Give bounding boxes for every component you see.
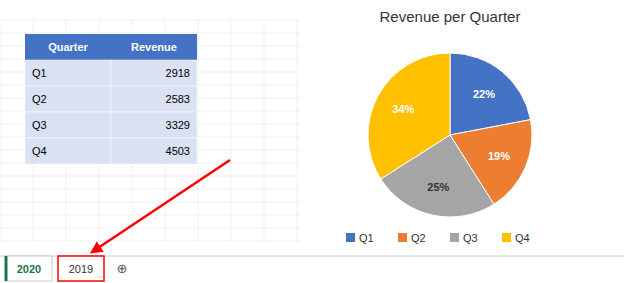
table-category: Q1 <box>32 67 47 79</box>
sheet-grid-line <box>198 20 199 241</box>
table-value: 2918 <box>166 67 190 79</box>
legend-label: Q1 <box>359 232 374 244</box>
data-label: 19% <box>488 150 510 162</box>
sheet-grid-line <box>264 20 265 241</box>
legend-swatch <box>450 233 459 242</box>
sheet-grid-line <box>0 228 300 229</box>
legend-item: Q1 <box>346 232 374 244</box>
sheet-grid-line <box>231 20 232 241</box>
data-label: 22% <box>473 88 495 100</box>
pie-slice <box>368 53 450 179</box>
table-cell <box>25 112 111 138</box>
data-label: 34% <box>392 103 414 115</box>
legend-swatch <box>346 233 355 242</box>
sheet-grid-line <box>297 20 298 241</box>
legend-item: Q4 <box>502 232 530 244</box>
table-value: 3329 <box>166 119 190 131</box>
sheet-tab-accent <box>5 256 8 281</box>
chart-title: Revenue per Quarter <box>380 8 521 25</box>
sheet-grid-line <box>0 33 300 34</box>
legend-label: Q3 <box>463 232 478 244</box>
table-header-cell <box>111 34 197 60</box>
sheet-grid <box>0 20 300 241</box>
table-value: 4503 <box>166 145 190 157</box>
pie: 22% 19% 25% 34% <box>368 53 532 217</box>
sheet-tab <box>58 256 104 281</box>
table-header: Revenue <box>131 41 177 53</box>
pointer-arrow <box>92 160 230 252</box>
table-cell <box>25 86 111 112</box>
table-category: Q4 <box>32 145 47 157</box>
sheet-tab-label: 2019 <box>69 263 93 275</box>
table-category: Q3 <box>32 119 47 131</box>
add-sheet-button: ⊕ <box>117 261 128 276</box>
table-value-cell <box>111 112 197 138</box>
sheet-grid-line <box>0 20 1 241</box>
legend-swatch <box>502 233 511 242</box>
table-cell <box>25 138 111 164</box>
sheet-tab <box>6 256 52 281</box>
table-value-cell <box>111 138 197 164</box>
table-category: Q2 <box>32 93 47 105</box>
sheet-grid-line <box>0 241 300 242</box>
sheet-tab-label: 2020 <box>17 263 41 275</box>
sheet-grid-line <box>0 202 300 203</box>
table-value-cell <box>111 60 197 86</box>
legend-item: Q3 <box>450 232 478 244</box>
legend-item: Q2 <box>398 232 426 244</box>
chart-root: Revenue per Quarter 22% 19% 25% 34% Q1 Q2 Q3 Q4 2… <box>0 0 624 283</box>
table-value-cell <box>111 86 197 112</box>
legend-swatch <box>398 233 407 242</box>
table-header: Quarter <box>48 41 88 53</box>
table-value: 2583 <box>166 93 190 105</box>
legend-label: Q2 <box>411 232 426 244</box>
legend-label: Q4 <box>515 232 530 244</box>
sheet-grid-line <box>0 20 300 21</box>
legend: Q1 Q2 Q3 Q4 <box>346 232 530 244</box>
table: Quarter Revenue Q1 2918 Q2 2583 Q3 3329 Q4 4503 <box>25 34 197 164</box>
sheet-grid-line <box>0 189 300 190</box>
table-cell <box>25 60 111 86</box>
data-label: 25% <box>427 181 449 193</box>
sheet-grid-line <box>0 176 300 177</box>
table-header-cell <box>25 34 111 60</box>
